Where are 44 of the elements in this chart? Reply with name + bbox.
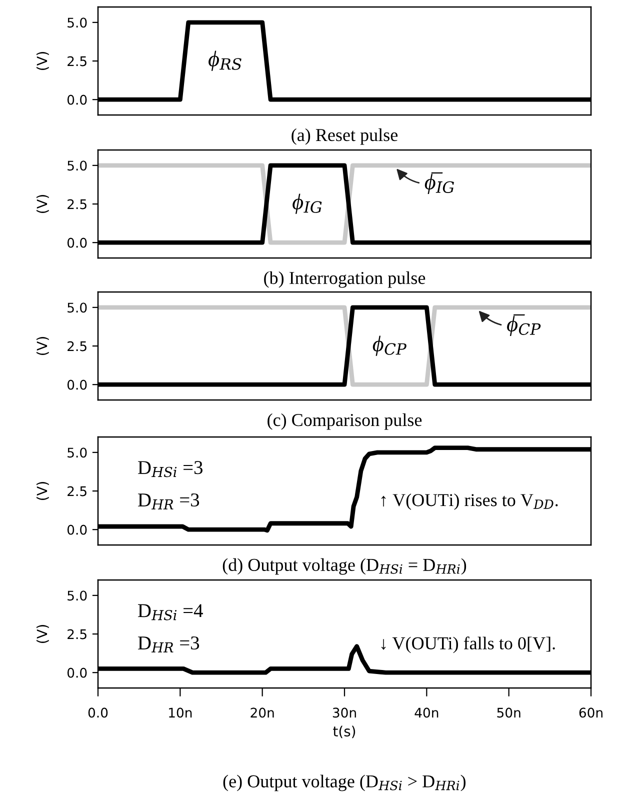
- series-label: ϕ$_{CP}$: [372, 336, 406, 356]
- annotation: ↓ V(OUTi) falls to 0[V].: [381, 636, 555, 654]
- y-axis-title: (V): [36, 52, 49, 70]
- y-axis-title: (V): [36, 337, 49, 355]
- y-tick-label: 5.0: [68, 160, 87, 171]
- annotation: D$_{HR}$ =3: [138, 636, 200, 652]
- series-label: ϕ$_{RS}$: [208, 50, 242, 71]
- annotation: ↑ V(OUTi) rises to V$_{DD}$.: [381, 493, 558, 510]
- y-tick-label: 2.5: [68, 629, 86, 640]
- y-tick-label: 5.0: [68, 18, 87, 28]
- text: (b) Interrogation pulse: [264, 271, 426, 288]
- series-label: ϕ̅$_{CP}$: [507, 314, 541, 336]
- y-tick-label: 0.0: [67, 668, 87, 678]
- y-axis-title: (V): [36, 195, 49, 213]
- y-tick-label: 0.0: [67, 238, 87, 248]
- y-tick-label: 0.0: [67, 94, 87, 105]
- y-tick-label: 2.5: [68, 486, 86, 496]
- y-tick-label: 5.0: [68, 590, 87, 601]
- annotation: D$_{HR}$ =3: [138, 493, 200, 510]
- annotation: D$_{HSi}$ =4: [138, 604, 203, 620]
- annotation: D$_{HSi}$ =3: [138, 461, 202, 478]
- x-tick-label: 40n: [414, 708, 438, 718]
- x-tick-label: 0.0: [88, 708, 108, 718]
- x-tick-label: 60n: [579, 708, 602, 718]
- y-axis-title: (V): [36, 482, 49, 500]
- y-tick-label: 5.0: [68, 302, 87, 313]
- text: (a) Reset pulse: [292, 128, 398, 145]
- text: (c) Comparison pulse: [268, 413, 422, 430]
- y-tick-label: 0.0: [67, 524, 87, 535]
- y-axis-title: (V): [36, 625, 49, 643]
- y-tick-label: 5.0: [68, 448, 87, 458]
- text: (d) Output voltage (D$_{HSi}$ = D$_{HRi}$): [222, 558, 466, 575]
- y-tick-label: 2.5: [68, 199, 86, 210]
- x-tick-label: 50n: [497, 708, 520, 718]
- series-label: ϕ$_{IG}$: [292, 194, 322, 214]
- series-label: ϕ̅$_{IG}$: [424, 172, 454, 194]
- y-tick-label: 0.0: [67, 380, 87, 390]
- text: (e) Output voltage (D$_{HSi}$ > D$_{HRi}$): [223, 774, 466, 792]
- x-tick-label: 20n: [250, 708, 274, 718]
- x-tick-label: 30n: [332, 708, 356, 718]
- y-tick-label: 2.5: [68, 341, 86, 352]
- x-axis-title: t(s): [333, 726, 356, 738]
- y-tick-label: 2.5: [68, 56, 86, 66]
- x-tick-label: 10n: [169, 708, 192, 718]
